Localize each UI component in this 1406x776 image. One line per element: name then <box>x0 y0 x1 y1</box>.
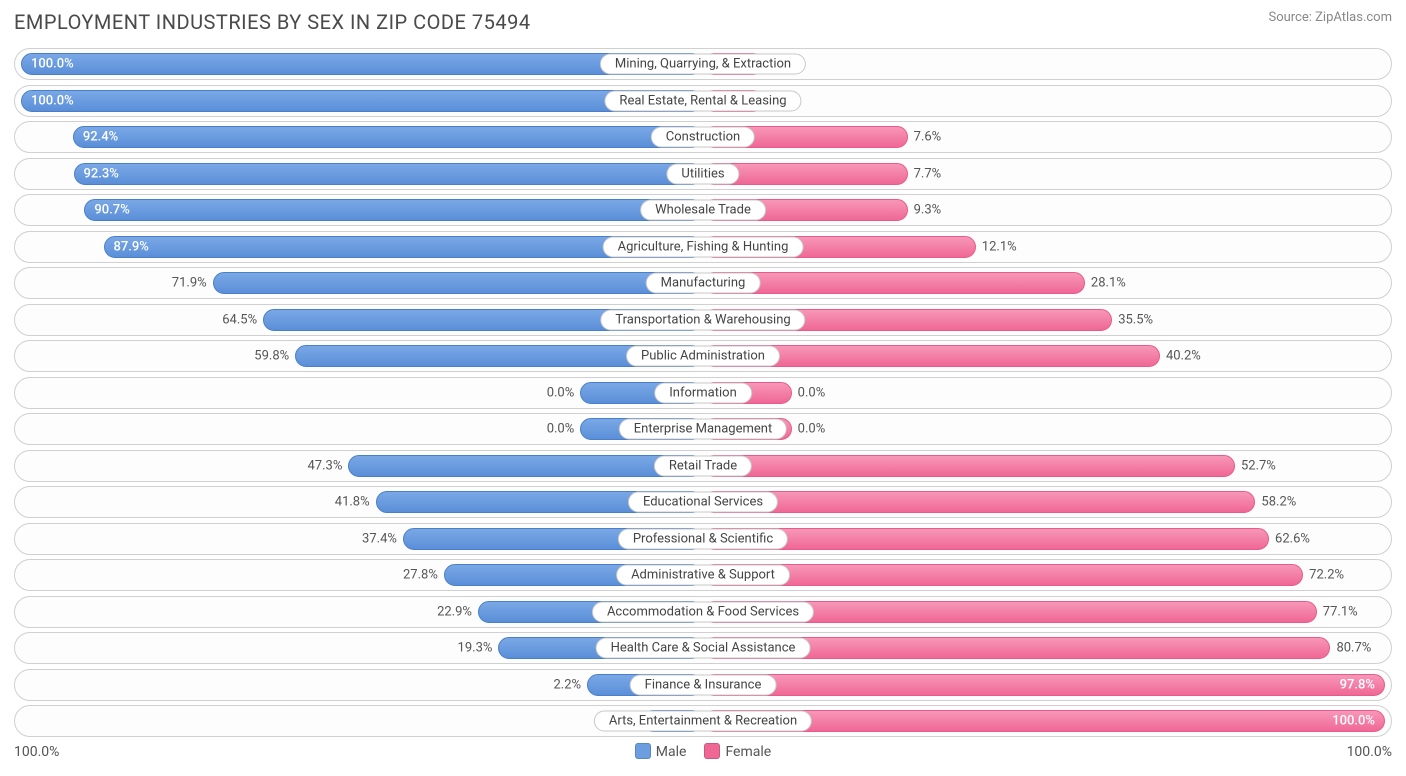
male-pct-label: 100.0% <box>21 57 82 72</box>
female-pct-label: 0.0% <box>792 385 832 400</box>
male-pct-label: 0.0% <box>541 422 581 437</box>
axis-left-label: 100.0% <box>14 744 59 760</box>
male-pct-label: 2.2% <box>548 677 588 692</box>
chart-row: 92.4% 7.6% Construction <box>14 121 1392 153</box>
female-pct-label: 7.7% <box>908 166 948 181</box>
category-label: Construction <box>651 127 755 148</box>
chart-row: 100.0%0.0%Mining, Quarrying, & Extractio… <box>14 48 1392 80</box>
category-label: Accommodation & Food Services <box>592 601 814 622</box>
chart-row: 37.4% 62.6% Professional & Scientific <box>14 523 1392 555</box>
chart-row: 100.0%0.0%Real Estate, Rental & Leasing <box>14 85 1392 117</box>
male-pct-label: 0.0% <box>541 385 581 400</box>
female-pct-label: 72.2% <box>1303 568 1350 583</box>
male-pct-label: 27.8% <box>397 568 444 583</box>
category-label: Retail Trade <box>654 455 752 476</box>
male-bar <box>21 90 703 112</box>
chart-row: 92.3% 7.7% Utilities <box>14 158 1392 190</box>
diverging-bar-chart: 100.0% 0.0% Mining, Quarrying, & Extractio… <box>14 48 1392 737</box>
legend-female: Female <box>704 743 771 760</box>
category-label: Educational Services <box>628 492 778 513</box>
category-label: Professional & Scientific <box>618 528 788 549</box>
chart-row: 2.2% 97.8% Finance & Insurance <box>14 669 1392 701</box>
male-pct-label: 87.9% <box>104 239 157 254</box>
category-label: Enterprise Management <box>619 419 787 440</box>
chart-row: 0.0% 0.0% Information <box>14 377 1392 409</box>
chart-title: EMPLOYMENT INDUSTRIES BY SEX IN ZIP CODE… <box>14 10 531 34</box>
female-pct-label: 97.8% <box>1332 677 1385 692</box>
male-bar <box>73 126 703 148</box>
category-label: Wholesale Trade <box>640 200 766 221</box>
category-label: Information <box>654 382 752 403</box>
female-pct-label: 62.6% <box>1269 531 1316 546</box>
female-pct-label: 40.2% <box>1160 349 1207 364</box>
category-label: Mining, Quarrying, & Extraction <box>600 54 806 75</box>
female-bar <box>703 491 1255 513</box>
male-pct-label: 64.5% <box>216 312 263 327</box>
female-swatch-icon <box>704 743 720 759</box>
category-label: Finance & Insurance <box>630 674 777 695</box>
source-attribution: Source: ZipAtlas.com <box>1268 10 1392 25</box>
female-pct-label: 58.2% <box>1255 495 1302 510</box>
female-pct-label: 28.1% <box>1085 276 1132 291</box>
chart-row: 0.0% 0.0% Enterprise Management <box>14 413 1392 445</box>
category-label: Public Administration <box>626 346 780 367</box>
male-pct-label: 92.3% <box>74 166 127 181</box>
chart-row: 0.0%100.0%Arts, Entertainment & Recreati… <box>14 705 1392 737</box>
female-bar <box>703 674 1385 696</box>
chart-row: 27.8% 72.2% Administrative & Support <box>14 559 1392 591</box>
category-label: Agriculture, Fishing & Hunting <box>603 236 804 257</box>
chart-row: 71.9% 28.1% Manufacturing <box>14 267 1392 299</box>
female-pct-label: 0.0% <box>792 422 832 437</box>
category-label: Utilities <box>666 163 739 184</box>
legend-male-label: Male <box>656 744 687 760</box>
chart-row: 41.8% 58.2% Educational Services <box>14 486 1392 518</box>
male-pct-label: 47.3% <box>302 458 349 473</box>
female-pct-label: 7.6% <box>908 130 948 145</box>
male-bar <box>348 455 703 477</box>
chart-row: 64.5% 35.5% Transportation & Warehousing <box>14 304 1392 336</box>
male-pct-label: 22.9% <box>431 604 478 619</box>
chart-row: 47.3% 52.7% Retail Trade <box>14 450 1392 482</box>
female-pct-label: 100.0% <box>1324 714 1385 729</box>
female-pct-label: 77.1% <box>1317 604 1364 619</box>
axis-right-label: 100.0% <box>1347 744 1392 760</box>
female-bar <box>703 564 1303 586</box>
male-pct-label: 59.8% <box>248 349 295 364</box>
legend-male: Male <box>635 743 687 760</box>
male-pct-label: 100.0% <box>21 93 82 108</box>
female-bar <box>703 528 1269 550</box>
male-bar <box>84 199 703 221</box>
legend-female-label: Female <box>725 744 771 760</box>
category-label: Administrative & Support <box>616 565 790 586</box>
category-label: Arts, Entertainment & Recreation <box>594 711 812 732</box>
female-pct-label: 35.5% <box>1112 312 1159 327</box>
female-pct-label: 80.7% <box>1330 641 1377 656</box>
female-pct-label: 9.3% <box>908 203 948 218</box>
category-label: Transportation & Warehousing <box>600 309 805 330</box>
male-pct-label: 19.3% <box>452 641 499 656</box>
male-pct-label: 71.9% <box>166 276 213 291</box>
legend: Male Female <box>635 743 771 760</box>
chart-row: 90.7% 9.3% Wholesale Trade <box>14 194 1392 226</box>
male-pct-label: 37.4% <box>356 531 403 546</box>
chart-row: 19.3% 80.7% Health Care & Social Assistanc… <box>14 632 1392 664</box>
category-label: Health Care & Social Assistance <box>596 638 811 659</box>
female-pct-label: 52.7% <box>1235 458 1282 473</box>
male-pct-label: 41.8% <box>329 495 376 510</box>
male-bar <box>74 163 703 185</box>
male-pct-label: 90.7% <box>84 203 137 218</box>
male-swatch-icon <box>635 743 651 759</box>
category-label: Real Estate, Rental & Leasing <box>604 90 801 111</box>
female-bar <box>703 455 1235 477</box>
chart-row: 59.8% 40.2% Public Administration <box>14 340 1392 372</box>
chart-row: 22.9% 77.1% Accommodation & Food Services <box>14 596 1392 628</box>
male-pct-label: 92.4% <box>73 130 126 145</box>
male-bar <box>213 272 703 294</box>
chart-row: 87.9% 12.1% Agriculture, Fishing & Hunting <box>14 231 1392 263</box>
female-pct-label: 12.1% <box>976 239 1023 254</box>
category-label: Manufacturing <box>646 273 761 294</box>
